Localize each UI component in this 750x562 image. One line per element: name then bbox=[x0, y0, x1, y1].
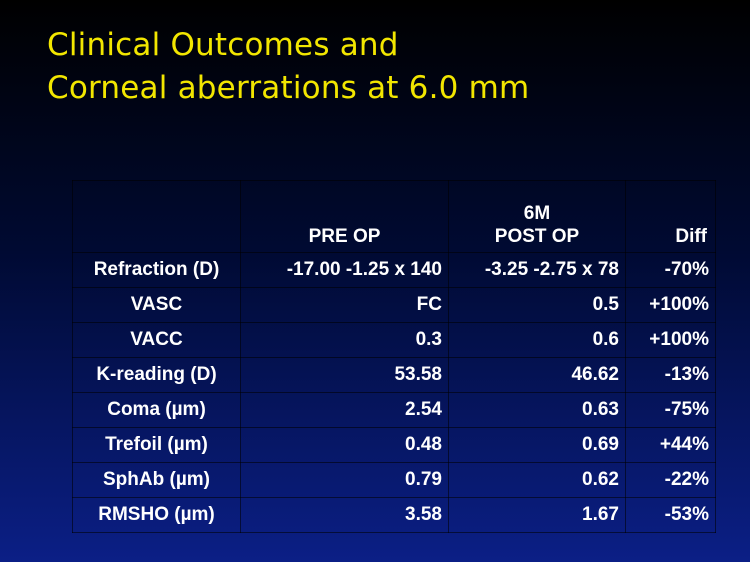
slide-title-line-2: Corneal aberrations at 6.0 mm bbox=[47, 70, 530, 106]
table-row: VASC FC 0.5 +100% bbox=[72, 287, 716, 323]
post-op-value: 46.62 bbox=[448, 357, 626, 393]
row-label: VASC bbox=[72, 287, 241, 323]
post-op-value: 0.69 bbox=[448, 427, 626, 463]
header-post-op: 6M POST OP bbox=[448, 180, 626, 253]
pre-op-value: 53.58 bbox=[240, 357, 449, 393]
header-diff: Diff bbox=[625, 180, 716, 253]
post-op-value: 0.6 bbox=[448, 322, 626, 358]
table-row: SphAb (µm) 0.79 0.62 -22% bbox=[72, 462, 716, 498]
table-row: VACC 0.3 0.6 +100% bbox=[72, 322, 716, 358]
pre-op-value: 0.3 bbox=[240, 322, 449, 358]
row-label: K-reading (D) bbox=[72, 357, 241, 393]
slide-title: Clinical Outcomes and Corneal aberration… bbox=[47, 24, 529, 110]
table-row: Refraction (D) -17.00 -1.25 x 140 -3.25 … bbox=[72, 252, 716, 288]
outcomes-table: PRE OP 6M POST OP Diff Refraction (D) -1… bbox=[72, 180, 716, 533]
header-pre-op: PRE OP bbox=[240, 180, 449, 253]
post-op-value: 1.67 bbox=[448, 497, 626, 533]
pre-op-value: 3.58 bbox=[240, 497, 449, 533]
row-label: Coma (µm) bbox=[72, 392, 241, 428]
diff-value: -22% bbox=[625, 462, 716, 498]
pre-op-value: -17.00 -1.25 x 140 bbox=[240, 252, 449, 288]
row-label: SphAb (µm) bbox=[72, 462, 241, 498]
table-row: K-reading (D) 53.58 46.62 -13% bbox=[72, 357, 716, 393]
pre-op-value: 2.54 bbox=[240, 392, 449, 428]
diff-value: +100% bbox=[625, 322, 716, 358]
row-label: RMSHO (µm) bbox=[72, 497, 241, 533]
table-header-row: PRE OP 6M POST OP Diff bbox=[72, 180, 716, 253]
diff-value: -53% bbox=[625, 497, 716, 533]
diff-value: +100% bbox=[625, 287, 716, 323]
post-op-value: 0.5 bbox=[448, 287, 626, 323]
table-row: Trefoil (µm) 0.48 0.69 +44% bbox=[72, 427, 716, 463]
table-row: Coma (µm) 2.54 0.63 -75% bbox=[72, 392, 716, 428]
row-label: VACC bbox=[72, 322, 241, 358]
pre-op-value: FC bbox=[240, 287, 449, 323]
diff-value: +44% bbox=[625, 427, 716, 463]
diff-value: -70% bbox=[625, 252, 716, 288]
header-post-op-line-1: 6M bbox=[523, 203, 551, 224]
row-label: Refraction (D) bbox=[72, 252, 241, 288]
table-row: RMSHO (µm) 3.58 1.67 -53% bbox=[72, 497, 716, 533]
post-op-value: 0.63 bbox=[448, 392, 626, 428]
slide-title-line-1: Clinical Outcomes and bbox=[47, 27, 399, 63]
pre-op-value: 0.48 bbox=[240, 427, 449, 463]
post-op-value: 0.62 bbox=[448, 462, 626, 498]
header-label-cell bbox=[72, 180, 241, 253]
post-op-value: -3.25 -2.75 x 78 bbox=[448, 252, 626, 288]
header-post-op-line-2: POST OP bbox=[494, 226, 580, 247]
pre-op-value: 0.79 bbox=[240, 462, 449, 498]
diff-value: -13% bbox=[625, 357, 716, 393]
diff-value: -75% bbox=[625, 392, 716, 428]
row-label: Trefoil (µm) bbox=[72, 427, 241, 463]
